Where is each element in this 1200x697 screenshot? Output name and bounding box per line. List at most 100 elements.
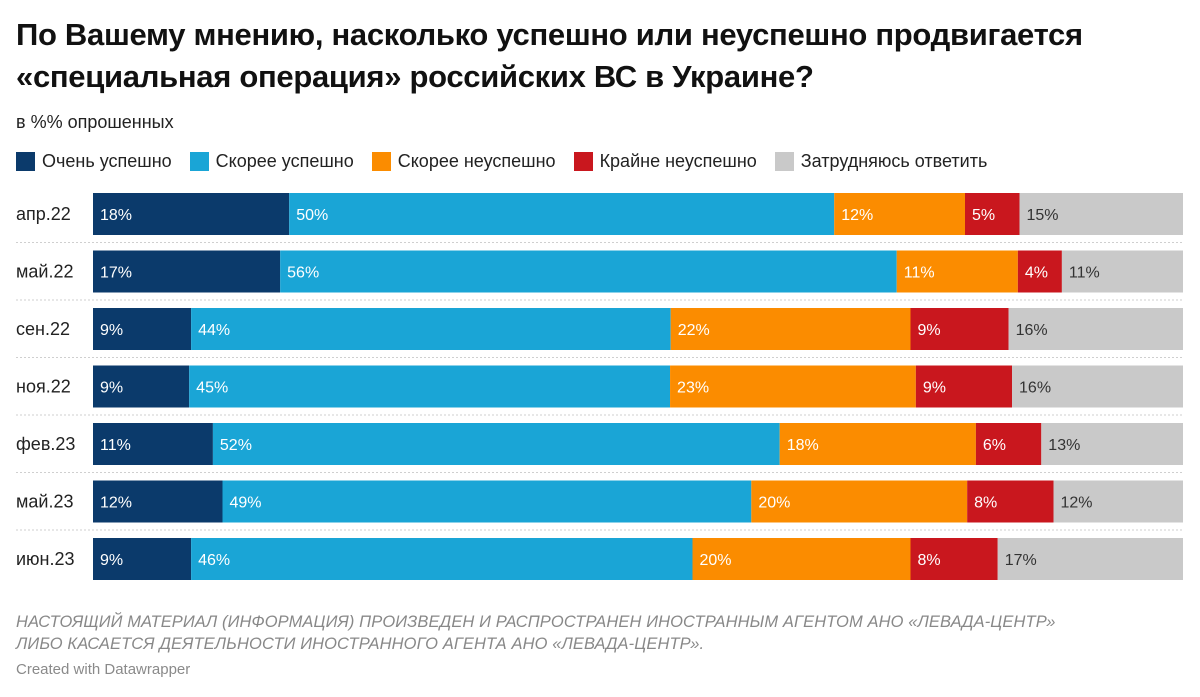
- footnote-line-1: НАСТОЯЩИЙ МАТЕРИАЛ (ИНФОРМАЦИЯ) ПРОИЗВЕД…: [16, 613, 1056, 631]
- data-label: 9%: [923, 380, 946, 397]
- legend-swatch: [371, 152, 391, 171]
- bar-segment: [93, 480, 223, 523]
- bar-segment: [289, 193, 835, 235]
- bar-segment: [670, 308, 911, 350]
- bar-segment: [93, 423, 213, 465]
- data-label: 6%: [983, 437, 1006, 454]
- data-label: 11%: [1069, 265, 1100, 282]
- title-line-2: «специальная операция» российских ВС в У…: [16, 59, 814, 94]
- data-label: 11%: [904, 265, 935, 282]
- bar-segment: [1041, 423, 1183, 465]
- data-label: 12%: [841, 207, 873, 224]
- data-label: 8%: [974, 495, 997, 512]
- legend-item: Скорее неуспешно: [371, 151, 556, 172]
- legend: Очень успешно Скорее успешно Скорее неуспе…: [16, 151, 1005, 172]
- data-label: 52%: [220, 437, 252, 454]
- title-line-1: По Вашему мнению, насколько успешно или …: [16, 17, 1083, 52]
- bar-segment: [834, 193, 965, 235]
- data-label: 9%: [100, 380, 123, 397]
- legend-swatch: [774, 152, 794, 171]
- bar-segment: [191, 538, 693, 580]
- data-label: 50%: [296, 207, 328, 224]
- category-label: фев.23: [16, 434, 75, 454]
- bar-segment: [1019, 193, 1183, 235]
- bar-segment: [965, 193, 1020, 235]
- legend-item: Очень успешно: [16, 151, 172, 172]
- data-label: 9%: [100, 552, 123, 569]
- chart-title: По Вашему мнению, насколько успешно или …: [16, 14, 1186, 98]
- bar-segment: [191, 308, 671, 350]
- data-label: 44%: [198, 322, 230, 339]
- data-label: 16%: [1016, 322, 1048, 339]
- legend-item: Затрудняюсь ответить: [774, 151, 988, 172]
- bar-segment: [1008, 308, 1183, 350]
- bar-segment: [1012, 365, 1183, 408]
- datawrapper-credit: Created with Datawrapper: [16, 661, 191, 678]
- legend-label: Скорее успешно: [215, 151, 354, 171]
- bar-segment: [1053, 480, 1183, 523]
- bar-segment: [222, 480, 752, 523]
- data-label: 13%: [1048, 437, 1080, 454]
- data-label: 5%: [972, 207, 995, 224]
- bar-segment: [779, 423, 976, 465]
- data-label: 17%: [1005, 552, 1037, 569]
- data-label: 17%: [100, 265, 132, 282]
- bar-segment: [93, 308, 192, 350]
- bar-segment: [896, 250, 1018, 293]
- data-label: 9%: [100, 322, 123, 339]
- data-label: 11%: [100, 437, 131, 454]
- legend-swatch: [573, 152, 593, 171]
- legend-label: Очень успешно: [42, 151, 172, 171]
- legend-label: Затрудняюсь ответить: [800, 151, 988, 171]
- legend-label: Скорее неуспешно: [397, 151, 556, 171]
- legend-item: Крайне неуспешно: [573, 151, 757, 172]
- bar-segment: [1061, 250, 1183, 293]
- data-label: 12%: [100, 495, 132, 512]
- data-label: 15%: [1027, 207, 1059, 224]
- stacked-bar-chart: апр.22 18% 50% 12% 5% 15% май.22 17% 56% 11% 4% 11%…: [16, 193, 1183, 580]
- bar-segment: [751, 480, 968, 523]
- data-label: 8%: [918, 552, 941, 569]
- bar-segment: [910, 538, 998, 580]
- bar-segment: [93, 538, 192, 580]
- bar-segment: [670, 365, 916, 408]
- footnote: НАСТОЯЩИЙ МАТЕРИАЛ (ИНФОРМАЦИЯ) ПРОИЗВЕД…: [16, 611, 1186, 655]
- bar-segment: [915, 365, 1013, 408]
- bar-segment: [93, 193, 290, 235]
- data-label: 56%: [287, 265, 319, 282]
- category-label: сен.22: [16, 319, 70, 339]
- data-label: 18%: [100, 207, 132, 224]
- data-label: 23%: [677, 380, 709, 397]
- legend-swatch: [189, 152, 209, 171]
- bar-segment: [280, 250, 897, 293]
- bar-segment: [93, 250, 281, 293]
- bar-segment: [967, 480, 1054, 523]
- legend-swatch: [16, 152, 35, 171]
- bar-segment: [1017, 250, 1062, 293]
- data-label: 45%: [196, 380, 228, 397]
- bar-segment: [910, 308, 1009, 350]
- bar-segment: [692, 538, 911, 580]
- data-label: 18%: [787, 437, 819, 454]
- data-label: 22%: [678, 322, 710, 339]
- data-label: 49%: [230, 495, 262, 512]
- legend-item: Скорее успешно: [189, 151, 354, 172]
- bar-segment: [93, 365, 190, 408]
- category-label: июн.23: [16, 549, 75, 569]
- data-label: 9%: [918, 322, 941, 339]
- data-label: 12%: [1061, 495, 1093, 512]
- bar-segment: [212, 423, 780, 465]
- chart-subtitle: в %% опрошенных: [16, 112, 174, 132]
- bar-segment: [975, 423, 1042, 465]
- category-label: ноя.22: [16, 377, 71, 397]
- category-label: май.23: [16, 492, 73, 512]
- footnote-line-2: ЛИБО КАСАЕТСЯ ДЕЯТЕЛЬНОСТИ ИНОСТРАННОГО …: [16, 635, 705, 653]
- data-label: 4%: [1025, 265, 1048, 282]
- data-label: 46%: [198, 552, 230, 569]
- data-label: 20%: [758, 495, 790, 512]
- category-label: апр.22: [16, 204, 71, 224]
- bar-segment: [189, 365, 671, 408]
- data-label: 20%: [700, 552, 732, 569]
- bar-segment: [997, 538, 1183, 580]
- category-label: май.22: [16, 262, 73, 282]
